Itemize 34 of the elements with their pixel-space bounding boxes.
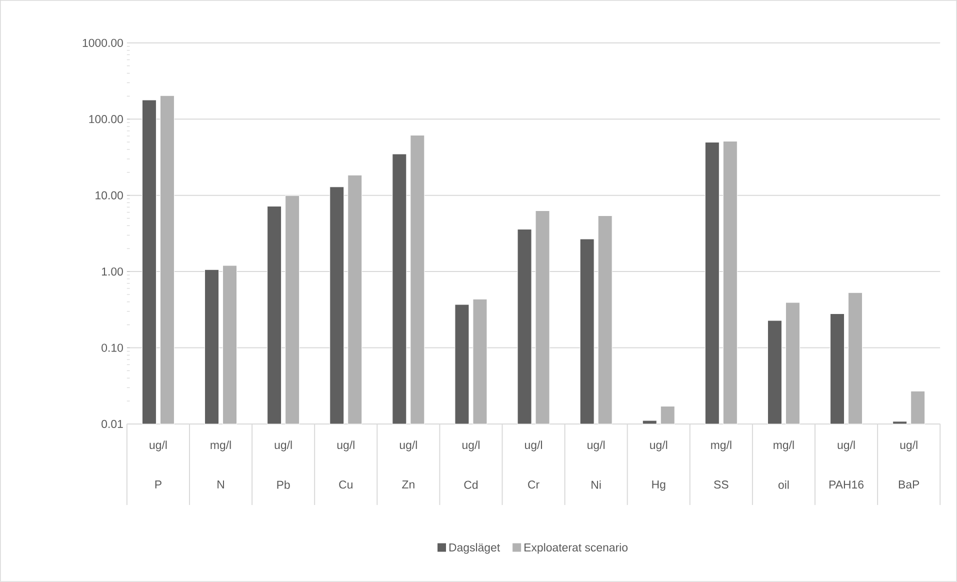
text: ug/l xyxy=(650,440,668,452)
y-tick-label: 0.01 xyxy=(102,420,123,428)
y-tick-label: 1.00 xyxy=(102,268,123,276)
x-tick-label: Pb xyxy=(277,480,290,489)
text: ug/l xyxy=(150,440,167,452)
x-tick-label: PAH16 xyxy=(829,480,864,489)
x-tick-label: Cd xyxy=(464,480,478,489)
text: mg/l xyxy=(210,440,231,452)
y-tick-label: 100.00 xyxy=(89,115,123,124)
x-tick-label: P xyxy=(155,480,162,488)
x-tick-label: Cr xyxy=(528,480,540,489)
text: ug/l xyxy=(400,440,417,452)
legend-label: Exploaterat scenario xyxy=(524,543,628,554)
text: ug/l xyxy=(337,440,354,452)
y-tick-label: 0.10 xyxy=(102,344,123,352)
x-tick-label: BaP xyxy=(898,480,920,489)
x-tick-label: Ni xyxy=(592,480,601,489)
text: ug/l xyxy=(838,440,855,452)
text: ug/l xyxy=(900,440,918,452)
text: mg/l xyxy=(711,440,732,452)
text: ug/l xyxy=(525,440,542,452)
text: ug/l xyxy=(274,440,292,452)
legend-label: Dagsläget xyxy=(449,543,500,554)
x-tick-label: Cu xyxy=(339,480,352,489)
y-tick-label: 10.00 xyxy=(96,191,123,200)
y-tick-label: 1000.00 xyxy=(82,38,123,47)
x-tick-label: oil xyxy=(778,480,789,489)
text: mg/l xyxy=(774,440,794,452)
text: ug/l xyxy=(462,440,480,452)
text: ug/l xyxy=(588,440,605,452)
x-tick-label: SS xyxy=(714,480,728,489)
x-tick-label: Zn xyxy=(402,480,414,488)
x-tick-label: Hg xyxy=(652,480,666,491)
x-tick-label: N xyxy=(218,480,224,488)
